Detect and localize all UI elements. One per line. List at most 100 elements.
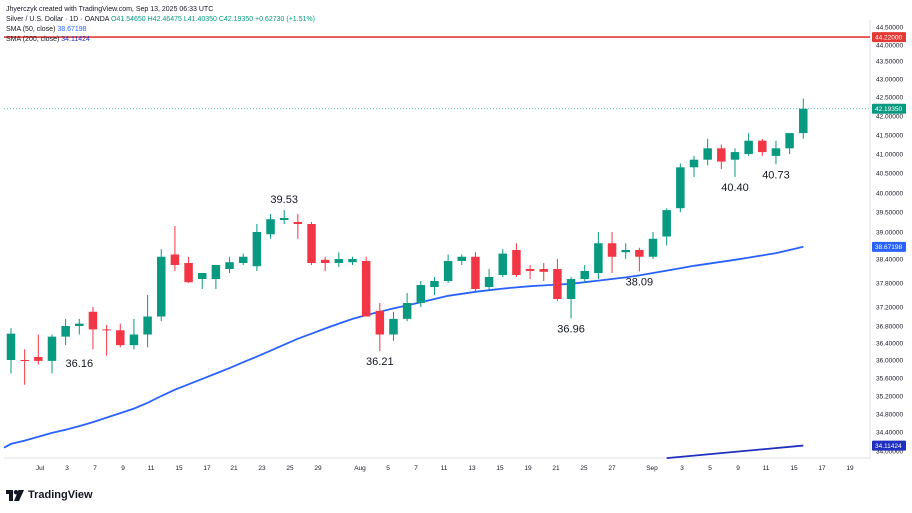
x-tick-label: 25 [580,465,588,472]
candle-body [170,254,180,265]
candle-body [34,357,43,361]
candle-down [512,243,521,277]
candle-body [279,218,289,220]
y-tick-label: 38.40000 [876,257,903,264]
x-tick-label: 7 [414,465,418,472]
candle-body [20,360,29,361]
candle-down [717,144,726,170]
y-tick-label: 42.50000 [876,95,903,102]
candle-down [170,226,180,271]
candle-up [498,249,508,277]
x-tick-label: 7 [93,465,97,472]
candle-body [799,108,808,134]
candle-body [157,256,166,317]
candle-up [75,318,84,335]
x-tick-label: 15 [175,465,183,472]
candle-up [457,254,467,265]
candle-down [293,214,303,239]
x-tick-label: 21 [230,465,238,472]
candle-body [61,326,70,337]
candle-body [443,261,453,281]
resistance-price-tag: 44.22000 [872,32,906,43]
candle-up [662,208,671,246]
x-tick-label: 21 [552,465,560,472]
tradingview-brand: TradingView [28,489,93,501]
candle-body [402,303,412,319]
y-tick-label: 44.50000 [876,25,903,32]
candle-body [211,265,221,279]
candle-down [184,256,193,283]
candle-body [47,336,57,361]
y-tick-label: 43.00000 [876,77,903,84]
x-tick-label: 19 [846,465,854,472]
candle-body [635,250,644,257]
candle-up [225,256,234,273]
candle-up [430,277,439,295]
x-tick-label: 27 [608,465,616,472]
y-tick-label: 35.60000 [876,376,903,383]
candle-up [744,133,753,156]
candle-body [416,285,426,303]
sma200-line [666,444,804,460]
candle-up [389,311,398,341]
candle-down [375,303,385,352]
candle-body [389,318,398,335]
x-tick-label: 19 [524,465,532,472]
x-tick-label: 5 [708,465,712,472]
tradingview-footer[interactable]: TradingView [6,489,93,501]
candle-body [498,253,508,275]
sma50-value: 38.67198 [57,26,87,33]
candle-body [307,224,316,263]
candle-body [197,273,207,279]
created-by-line: Jhyerczyk created with TradingView.com, … [6,6,214,13]
candle-up [157,249,166,322]
candle-body [320,259,330,263]
candle-up [703,138,712,166]
sma50-price-tag-bg [872,241,906,252]
sma50-price-tag-text: 38.67198 [875,244,902,251]
x-tick-label: 11 [763,465,770,472]
candle-up [129,318,139,350]
price-annotation: 40.73 [762,169,790,181]
y-tick-label: 39.50000 [876,210,903,217]
x-tick-label: 15 [790,465,798,472]
x-tick-label: 5 [386,465,390,472]
candle-body [607,243,617,257]
x-tick-label: 11 [441,465,448,472]
last-price-tag: 42.19350 [872,103,906,114]
candle-body [512,250,521,275]
candle-body [6,333,16,360]
candle-up [47,334,57,374]
candle-body [553,269,562,299]
candle-down [20,349,29,385]
x-tick-label: 13 [468,465,476,472]
y-tick-label: 36.00000 [876,358,903,365]
y-tick-label: 43.50000 [876,59,903,66]
price-annotation: 38.09 [626,276,654,288]
candle-body [184,263,193,283]
candle-body [676,167,685,209]
y-tick-label: 40.00000 [876,191,903,198]
sma200-legend[interactable]: SMA (200, close) 34.11424 [6,36,90,44]
candle-down [758,138,767,156]
sma200-value: 34.11424 [61,36,90,43]
sma50-legend[interactable]: SMA (50, close) 38.67198 [6,26,87,34]
candle-down [88,307,98,350]
last-price-tag-bg [872,103,906,114]
candle-up [238,253,248,265]
sma200-price-tag-text: 34.11424 [875,443,902,450]
candle-down [539,263,548,281]
candle-down [320,256,330,271]
candle-up [443,254,453,283]
candle-body [648,238,658,257]
x-tick-label: 11 [148,465,155,472]
x-tick-label: Sep [646,465,658,472]
y-tick-label: 37.20000 [876,305,903,312]
candle-up [211,265,221,289]
candle-down [102,325,111,356]
x-tick-label: 15 [496,465,504,472]
sma50-price-tag: 38.67198 [872,241,906,252]
y-tick-label: 35.20000 [876,394,903,401]
candle-body [621,250,630,253]
